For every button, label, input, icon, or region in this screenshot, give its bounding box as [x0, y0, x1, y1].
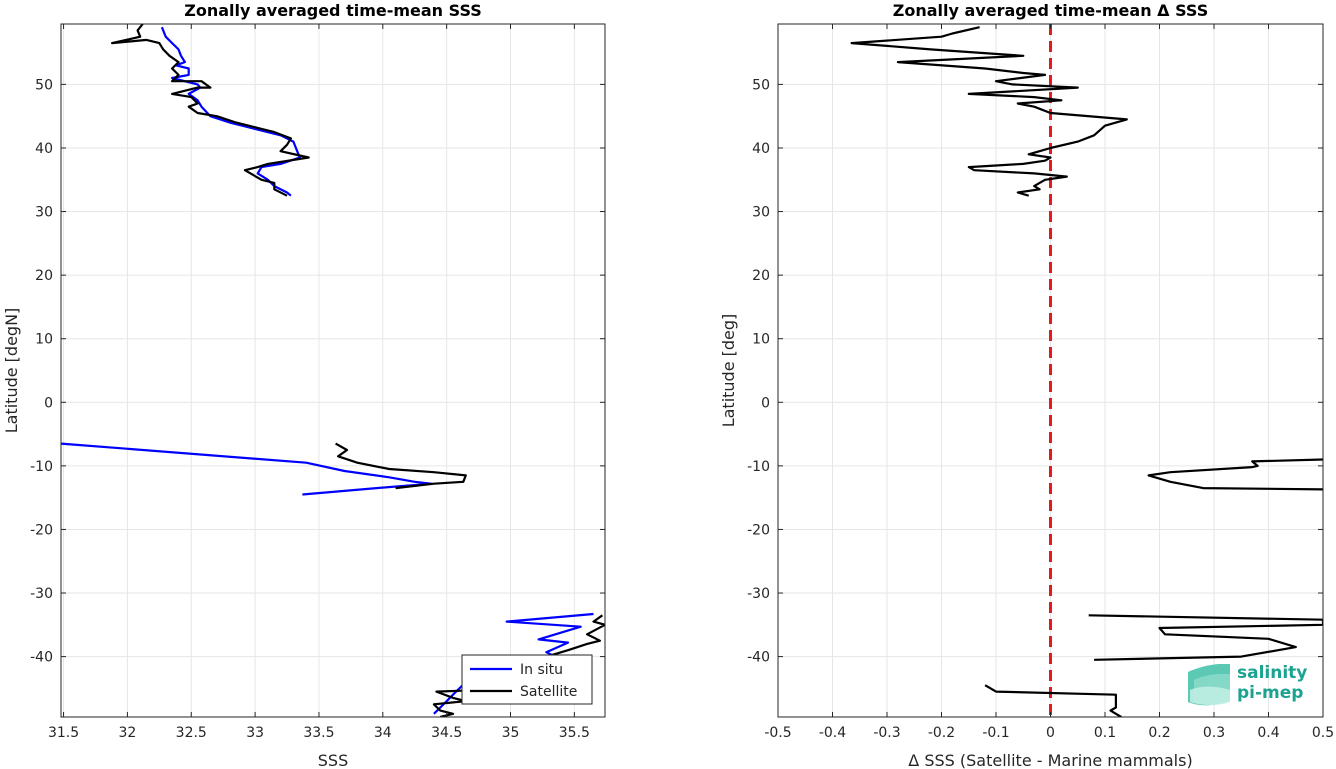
x-axis-label: SSS [318, 751, 348, 769]
satellite-series-line [110, 24, 310, 197]
x-tick-label: 0.4 [1257, 725, 1279, 741]
logo-line2: pi-mep [1237, 683, 1303, 703]
y-tick-label: 30 [752, 205, 770, 221]
x-tick-label: 35 [502, 725, 520, 741]
y-tick-label: 30 [35, 205, 53, 221]
y-tick-label: -20 [747, 522, 770, 538]
y-tick-label: 0 [761, 395, 770, 411]
y-tick-label: 10 [35, 332, 53, 348]
y-tick-label: 40 [35, 141, 53, 157]
salinity-logo: salinity pi-mep [1188, 663, 1307, 706]
y-axis-label: Latitude [deg] [719, 314, 738, 428]
y-tick-label: -30 [747, 586, 770, 602]
satellite-series-line [335, 442, 467, 490]
logo-line1: salinity [1237, 663, 1307, 683]
x-tick-label: 35.5 [559, 725, 590, 741]
x-tick-label: 33 [246, 725, 264, 741]
y-tick-label: -30 [30, 586, 53, 602]
x-tick-label: -0.3 [873, 725, 900, 741]
delta-sss-series-line [984, 684, 1122, 717]
logo-wave-icon [1188, 664, 1230, 706]
x-tick-label: -0.2 [928, 725, 955, 741]
x-tick-label: 0.3 [1203, 725, 1225, 741]
x-tick-label: -0.4 [819, 725, 846, 741]
y-tick-label: -10 [747, 459, 770, 475]
x-tick-label: 0.5 [1312, 725, 1334, 741]
axes-frame [60, 23, 606, 718]
y-tick-label: -40 [30, 650, 53, 666]
left-panel: 31.5 32 32.5 33 33.5 34 34.5 35 35.5 -40 -30 -20 -10… [2, 1, 606, 769]
legend-label: In situ [520, 662, 563, 678]
y-tick-label: -20 [30, 522, 53, 538]
x-tick-label: 32 [118, 725, 136, 741]
legend: In situ Satellite [461, 654, 593, 705]
x-tick-label: -0.5 [764, 725, 791, 741]
chart-title: Zonally averaged time-mean Δ SSS [893, 1, 1209, 20]
x-tick-label: 33.5 [303, 725, 334, 741]
legend-label: Satellite [520, 684, 577, 700]
in-situ-series-line [160, 26, 301, 197]
y-tick-label: 50 [35, 77, 53, 93]
x-axis-label: Δ SSS (Satellite - Marine mammals) [908, 751, 1192, 769]
delta-sss-series-line [850, 26, 1128, 197]
x-tick-label: 32.5 [176, 725, 207, 741]
x-tick-label: 0 [1046, 725, 1055, 741]
chart-title: Zonally averaged time-mean SSS [184, 1, 482, 20]
x-tick-label: 0.1 [1094, 725, 1116, 741]
y-tick-label: 20 [752, 268, 770, 284]
x-tick-label: 34.5 [431, 725, 462, 741]
delta-sss-series-line [1088, 614, 1323, 661]
y-tick-label: 50 [752, 77, 770, 93]
x-tick-label: 34 [374, 725, 392, 741]
x-tick-label: 31.5 [48, 725, 79, 741]
plot-area [61, 24, 605, 717]
x-tick-label: 0.2 [1148, 725, 1170, 741]
y-tick-label: -10 [30, 459, 53, 475]
right-panel: -0.5 -0.4 -0.3 -0.2 -0.1 0 0.1 0.2 0.3 0.4 0.5 -40 -… [719, 1, 1334, 769]
legend-box [461, 654, 593, 705]
x-tick-label: -0.1 [982, 725, 1009, 741]
y-tick-label: 20 [35, 268, 53, 284]
y-tick-label: 10 [752, 332, 770, 348]
delta-sss-series-line [1147, 458, 1323, 491]
y-tick-label: -40 [747, 650, 770, 666]
y-tick-label: 40 [752, 141, 770, 157]
y-axis-label: Latitude [degN] [2, 308, 21, 434]
y-tick-label: 0 [44, 395, 53, 411]
in-situ-series-line [61, 442, 433, 496]
